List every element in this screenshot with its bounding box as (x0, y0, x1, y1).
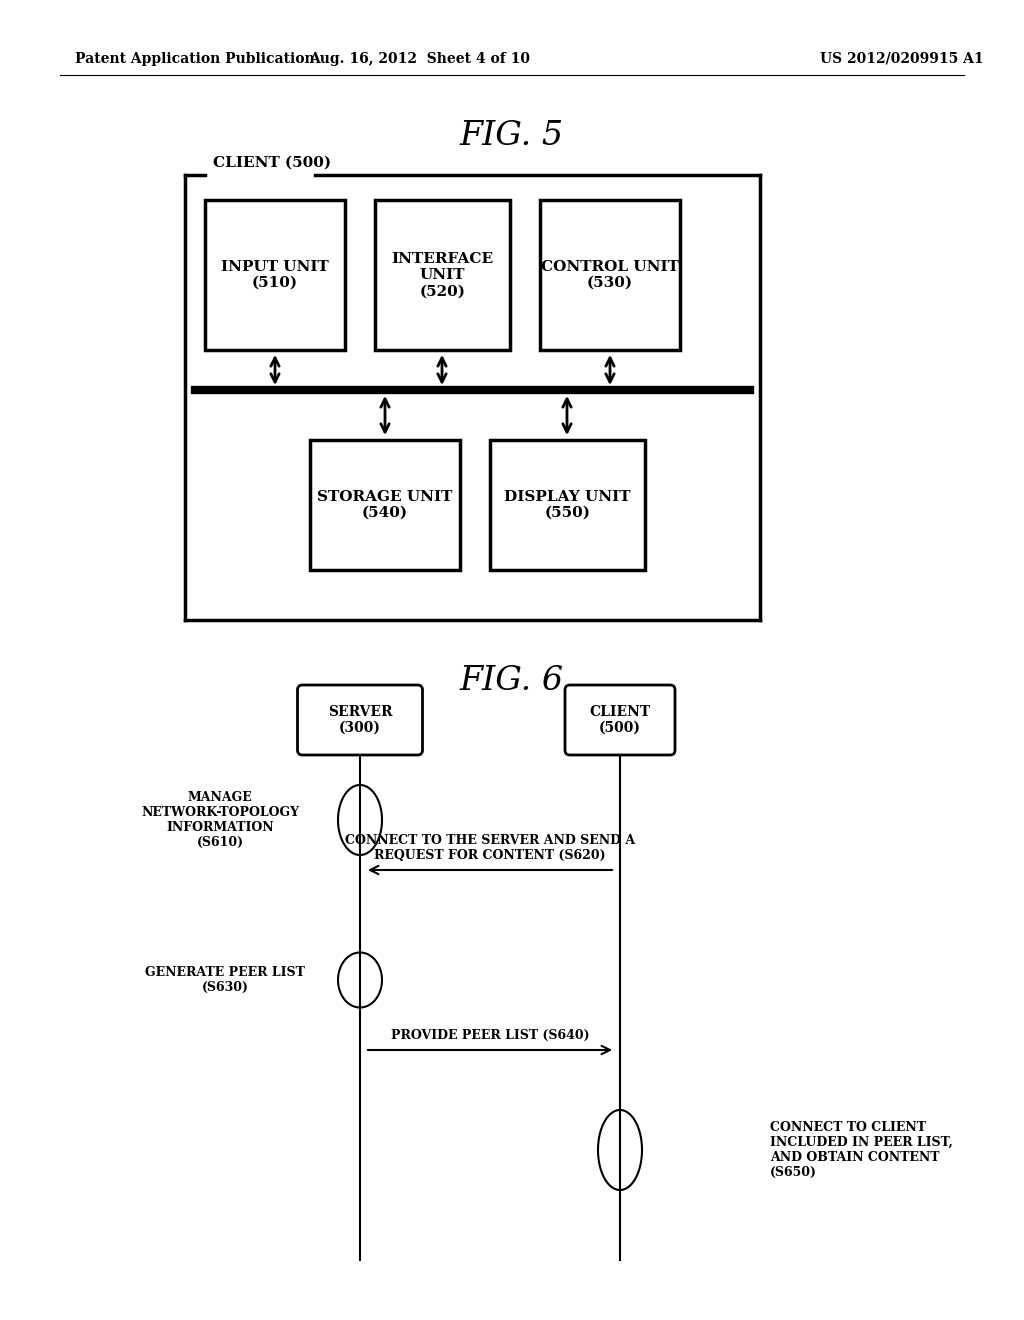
Text: US 2012/0209915 A1: US 2012/0209915 A1 (820, 51, 984, 66)
Text: CONNECT TO THE SERVER AND SEND A
REQUEST FOR CONTENT (S620): CONNECT TO THE SERVER AND SEND A REQUEST… (345, 834, 635, 862)
Text: CLIENT (500): CLIENT (500) (213, 156, 331, 170)
Text: GENERATE PEER LIST
(S630): GENERATE PEER LIST (S630) (145, 966, 305, 994)
Text: Patent Application Publication: Patent Application Publication (75, 51, 314, 66)
Text: INTERFACE
UNIT
(520): INTERFACE UNIT (520) (391, 252, 494, 298)
Text: STORAGE UNIT
(540): STORAGE UNIT (540) (317, 490, 453, 520)
Text: INPUT UNIT
(510): INPUT UNIT (510) (221, 260, 329, 290)
Text: SERVER
(300): SERVER (300) (328, 705, 392, 735)
FancyBboxPatch shape (565, 685, 675, 755)
Polygon shape (205, 201, 345, 350)
Text: FIG. 5: FIG. 5 (460, 120, 564, 152)
Text: PROVIDE PEER LIST (S640): PROVIDE PEER LIST (S640) (391, 1030, 590, 1041)
Polygon shape (540, 201, 680, 350)
Text: CONTROL UNIT
(530): CONTROL UNIT (530) (541, 260, 679, 290)
Polygon shape (490, 440, 645, 570)
Text: Aug. 16, 2012  Sheet 4 of 10: Aug. 16, 2012 Sheet 4 of 10 (309, 51, 530, 66)
Text: CONNECT TO CLIENT
INCLUDED IN PEER LIST,
AND OBTAIN CONTENT
(S650): CONNECT TO CLIENT INCLUDED IN PEER LIST,… (770, 1121, 953, 1179)
Polygon shape (375, 201, 510, 350)
Text: MANAGE
NETWORK-TOPOLOGY
INFORMATION
(S610): MANAGE NETWORK-TOPOLOGY INFORMATION (S61… (141, 791, 299, 849)
FancyBboxPatch shape (298, 685, 423, 755)
Polygon shape (310, 440, 460, 570)
Text: CLIENT
(500): CLIENT (500) (590, 705, 650, 735)
Text: DISPLAY UNIT
(550): DISPLAY UNIT (550) (504, 490, 631, 520)
Text: FIG. 6: FIG. 6 (460, 665, 564, 697)
